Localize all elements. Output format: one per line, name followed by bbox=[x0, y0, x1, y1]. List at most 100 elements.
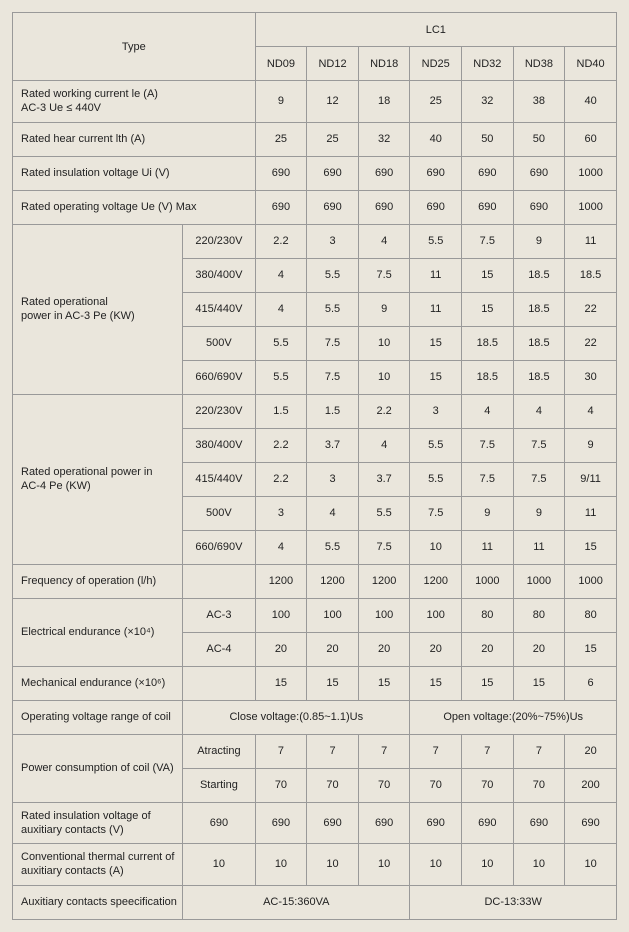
cell: 1200 bbox=[358, 564, 410, 598]
cell: 20 bbox=[358, 632, 410, 666]
cell: 22 bbox=[565, 292, 617, 326]
cell: 3 bbox=[410, 394, 462, 428]
cell: 15 bbox=[565, 530, 617, 564]
sub-label: 415/440V bbox=[183, 292, 255, 326]
cell: 11 bbox=[565, 496, 617, 530]
cell: 15 bbox=[462, 292, 514, 326]
cell: 10 bbox=[410, 530, 462, 564]
cell: 15 bbox=[513, 666, 565, 700]
cell: 690 bbox=[358, 190, 410, 224]
cell: 70 bbox=[410, 768, 462, 802]
model-head: ND25 bbox=[410, 47, 462, 81]
cell: 7 bbox=[307, 734, 359, 768]
cell: 2.2 bbox=[255, 224, 307, 258]
row-label: Electrical endurance (×10⁴) bbox=[13, 598, 183, 666]
cell: 15 bbox=[410, 360, 462, 394]
cell: 15 bbox=[410, 326, 462, 360]
spec-table: Type LC1 ND09 ND12 ND18 ND25 ND32 ND38 N… bbox=[12, 12, 617, 920]
sub-label: 500V bbox=[183, 496, 255, 530]
model-head: ND40 bbox=[565, 47, 617, 81]
cell: 1.5 bbox=[255, 394, 307, 428]
cell: 100 bbox=[358, 598, 410, 632]
cell: 5.5 bbox=[358, 496, 410, 530]
cell: 10 bbox=[462, 844, 514, 886]
cell: 690 bbox=[307, 156, 359, 190]
lc1-header: LC1 bbox=[255, 13, 616, 47]
row-label: Mechanical endurance (×10⁶) bbox=[13, 666, 183, 700]
cell: 690 bbox=[307, 802, 359, 844]
cell: 20 bbox=[255, 632, 307, 666]
row-label-text: AC-3 Ue ≤ 440V bbox=[21, 102, 101, 114]
cell: 5.5 bbox=[307, 292, 359, 326]
row-label: Power consumption of coil (VA) bbox=[13, 734, 183, 802]
cell: 11 bbox=[410, 292, 462, 326]
aux-spec-left: AC-15:360VA bbox=[183, 885, 410, 919]
sub-label: AC-4 bbox=[183, 632, 255, 666]
cell: 18.5 bbox=[513, 326, 565, 360]
cell: 690 bbox=[358, 156, 410, 190]
model-head: ND18 bbox=[358, 47, 410, 81]
cell: 690 bbox=[462, 190, 514, 224]
voltage-close: Close voltage:(0.85~1.1)Us bbox=[183, 700, 410, 734]
cell: 10 bbox=[183, 844, 255, 886]
type-header: Type bbox=[13, 13, 256, 81]
cell: 200 bbox=[565, 768, 617, 802]
cell: 4 bbox=[307, 496, 359, 530]
cell: 690 bbox=[255, 190, 307, 224]
cell: 1200 bbox=[255, 564, 307, 598]
cell: 20 bbox=[513, 632, 565, 666]
cell: 32 bbox=[462, 81, 514, 123]
cell: 4 bbox=[358, 428, 410, 462]
cell: 40 bbox=[410, 122, 462, 156]
empty-cell bbox=[183, 564, 255, 598]
cell: 4 bbox=[462, 394, 514, 428]
cell: 2.2 bbox=[255, 462, 307, 496]
cell: 4 bbox=[255, 292, 307, 326]
cell: 3.7 bbox=[307, 428, 359, 462]
cell: 2.2 bbox=[255, 428, 307, 462]
cell: 9 bbox=[255, 81, 307, 123]
cell: 11 bbox=[410, 258, 462, 292]
cell: 2.2 bbox=[358, 394, 410, 428]
cell: 18 bbox=[358, 81, 410, 123]
cell: 4 bbox=[255, 258, 307, 292]
cell: 70 bbox=[513, 768, 565, 802]
cell: 7.5 bbox=[358, 530, 410, 564]
cell: 4 bbox=[255, 530, 307, 564]
cell: 690 bbox=[462, 802, 514, 844]
sub-label: 220/230V bbox=[183, 224, 255, 258]
cell: 5.5 bbox=[410, 428, 462, 462]
cell: 11 bbox=[462, 530, 514, 564]
cell: 690 bbox=[410, 190, 462, 224]
cell: 7.5 bbox=[513, 462, 565, 496]
sub-label: 380/400V bbox=[183, 428, 255, 462]
cell: 7 bbox=[410, 734, 462, 768]
cell: 5.5 bbox=[307, 258, 359, 292]
cell: 18.5 bbox=[513, 360, 565, 394]
cell: 9 bbox=[513, 224, 565, 258]
cell: 50 bbox=[513, 122, 565, 156]
row-label: Rated operationalpower in AC-3 Pe (KW) bbox=[13, 224, 183, 394]
cell: 10 bbox=[358, 326, 410, 360]
cell: 9/11 bbox=[565, 462, 617, 496]
cell: 3 bbox=[307, 462, 359, 496]
cell: 690 bbox=[513, 156, 565, 190]
cell: 3 bbox=[307, 224, 359, 258]
cell: 100 bbox=[307, 598, 359, 632]
cell: 38 bbox=[513, 81, 565, 123]
cell: 690 bbox=[255, 156, 307, 190]
cell: 10 bbox=[358, 844, 410, 886]
cell: 15 bbox=[307, 666, 359, 700]
cell: 15 bbox=[358, 666, 410, 700]
row-label: Frequency of operation (l/h) bbox=[13, 564, 183, 598]
cell: 30 bbox=[565, 360, 617, 394]
cell: 5.5 bbox=[410, 462, 462, 496]
row-label: Auxitiary contacts speecification bbox=[13, 885, 183, 919]
model-head: ND38 bbox=[513, 47, 565, 81]
cell: 20 bbox=[462, 632, 514, 666]
cell: 80 bbox=[513, 598, 565, 632]
cell: 7.5 bbox=[513, 428, 565, 462]
cell: 50 bbox=[462, 122, 514, 156]
cell: 3.7 bbox=[358, 462, 410, 496]
cell: 70 bbox=[462, 768, 514, 802]
